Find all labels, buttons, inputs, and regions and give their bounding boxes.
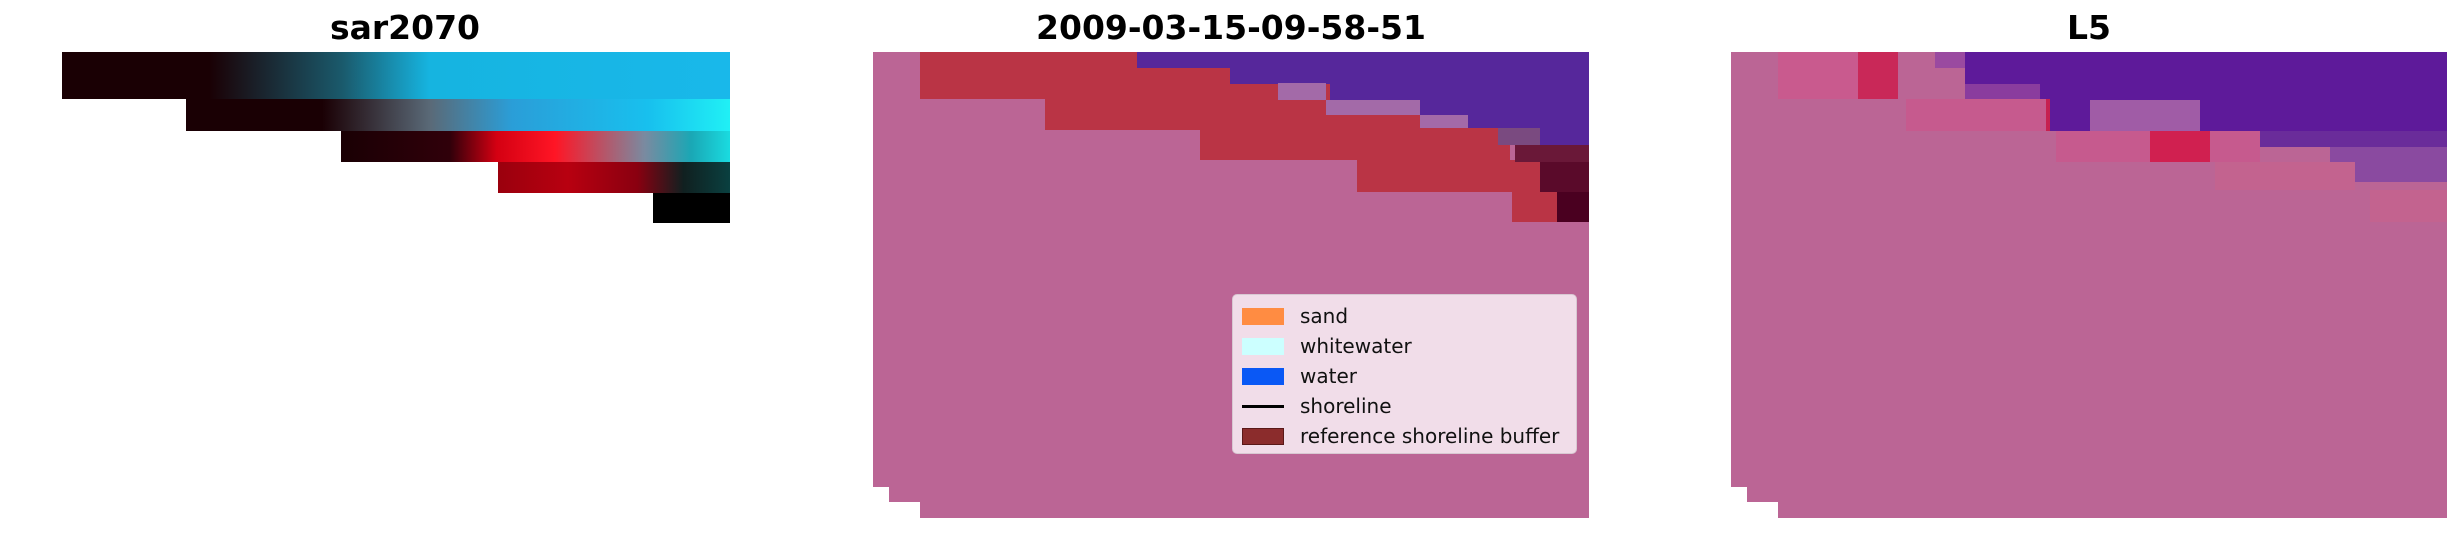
- transition-block: [1935, 52, 1965, 68]
- pink-dark-block: [2215, 162, 2355, 190]
- legend-label: sand: [1300, 304, 1349, 328]
- panel-title: 2009-03-15-09-58-51: [1036, 8, 1426, 47]
- legend-item-water: water: [1233, 361, 1576, 391]
- dark-pixel: [1557, 192, 1589, 222]
- pink-dark-block: [1906, 99, 2046, 131]
- red-block: [2150, 131, 2210, 162]
- water-pixel: [1326, 100, 1420, 115]
- water-swatch: [1242, 367, 1284, 385]
- pink-dark-block: [2056, 131, 2150, 162]
- water-block: [1965, 52, 2447, 84]
- dark-pixel: [1515, 145, 1589, 162]
- dark-pixel: [1540, 162, 1589, 192]
- image-row-3: [341, 131, 730, 162]
- legend-item-shoreline: shoreline: [1233, 391, 1576, 421]
- pink-dark-block: [2210, 131, 2260, 162]
- pink-dark-block: [2370, 190, 2447, 222]
- transition-block: [2090, 100, 2200, 131]
- image-row-2: [186, 99, 730, 131]
- sand-swatch: [1242, 307, 1284, 325]
- water-region: [1137, 52, 1589, 145]
- panel-sar2070: sar2070: [0, 0, 800, 534]
- legend-label: reference shoreline buffer: [1300, 424, 1560, 448]
- legend-label: water: [1300, 364, 1357, 388]
- panel-title: L5: [2067, 8, 2111, 47]
- legend-item-sand: sand: [1233, 301, 1576, 331]
- water-block: [2260, 131, 2447, 147]
- water-pixel: [1278, 83, 1326, 100]
- panel-classification: 2009-03-15-09-58-51 sand whitewater wate…: [873, 8, 1589, 518]
- transition-block: [1965, 84, 2040, 100]
- image-row-4: [498, 162, 730, 193]
- rgb-image: [62, 52, 730, 223]
- water-pixel: [1498, 128, 1540, 145]
- buffer-swatch: [1242, 427, 1284, 445]
- legend-label: shoreline: [1300, 394, 1392, 418]
- whitewater-swatch: [1242, 337, 1284, 355]
- pink-dark-block: [1778, 52, 1858, 99]
- image-row-5: [653, 193, 730, 223]
- panel-title: sar2070: [329, 8, 481, 47]
- legend-item-reference-shoreline-buffer: reference shoreline buffer: [1233, 421, 1576, 451]
- classified-image: [873, 52, 1589, 518]
- water-pixel: [1420, 115, 1468, 128]
- shoreline-line: [1242, 404, 1284, 408]
- image-row-1: [62, 52, 730, 99]
- legend-label: whitewater: [1300, 334, 1412, 358]
- reference-buffer: [920, 52, 1557, 222]
- legend-item-whitewater: whitewater: [1233, 331, 1576, 361]
- red-block: [1858, 52, 1898, 99]
- legend: sand whitewater water shoreline referenc…: [1232, 294, 1577, 454]
